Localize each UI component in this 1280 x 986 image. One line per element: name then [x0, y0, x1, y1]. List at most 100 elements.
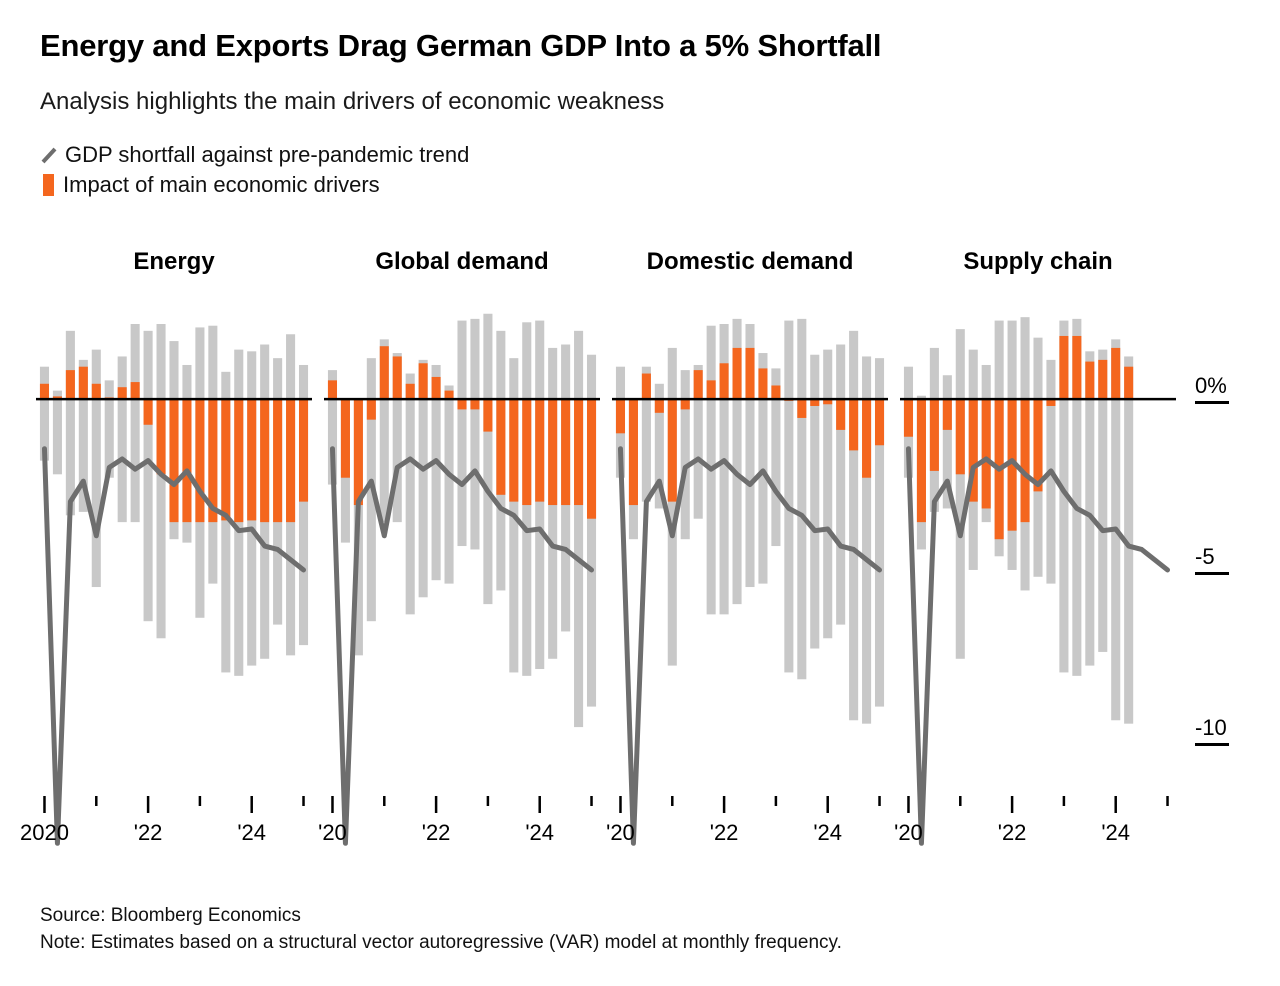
- driver-bar: [156, 399, 166, 475]
- uncertainty-band: [470, 318, 480, 550]
- uncertainty-band: [298, 364, 309, 646]
- y-tick-mark: [1195, 401, 1229, 405]
- panel-energy: [36, 324, 312, 846]
- panel-global-demand: [324, 313, 600, 846]
- driver-bar: [628, 399, 638, 506]
- driver-bar: [195, 399, 205, 523]
- driver-bar: [955, 399, 965, 475]
- driver-bar: [586, 399, 597, 519]
- driver-bar: [130, 382, 140, 400]
- uncertainty-band: [379, 339, 389, 523]
- driver-bar: [234, 399, 244, 523]
- uncertainty-band: [392, 353, 402, 523]
- driver-bar: [667, 399, 677, 502]
- driver-bar: [353, 399, 363, 506]
- x-axis-label: 2020: [19, 820, 69, 845]
- x-axis-label: '22: [997, 820, 1027, 845]
- legend-label-trend: GDP shortfall against pre-pandemic trend: [65, 142, 470, 167]
- uncertainty-band: [78, 359, 88, 512]
- driver-bar: [1033, 399, 1043, 492]
- driver-bar: [1020, 399, 1030, 523]
- driver-bar: [52, 396, 62, 400]
- driver-bar: [182, 399, 192, 523]
- uncertainty-band: [1085, 351, 1095, 666]
- uncertainty-band: [457, 320, 467, 547]
- driver-bar: [903, 399, 914, 437]
- uncertainty-band: [1098, 349, 1108, 652]
- gdp-shortfall-trend-line: [905, 446, 1171, 846]
- driver-bar: [298, 399, 309, 502]
- driver-bar: [483, 399, 493, 432]
- uncertainty-band: [221, 371, 231, 673]
- legend-item-drivers: Impact of main economic drivers: [40, 170, 469, 200]
- driver-bar: [522, 399, 532, 506]
- driver-bar: [732, 347, 742, 400]
- source-text: Source: Bloomberg Economics: [40, 905, 301, 926]
- uncertainty-band: [849, 330, 859, 721]
- x-axis-label: '24: [525, 820, 555, 845]
- driver-bar: [615, 399, 626, 434]
- uncertainty-band: [574, 330, 584, 728]
- x-axis-label: '22: [133, 820, 163, 845]
- uncertainty-band: [1072, 318, 1082, 676]
- driver-bar: [1059, 335, 1069, 400]
- driver-bar: [745, 347, 755, 400]
- driver-bar: [221, 399, 231, 521]
- driver-bar: [379, 346, 389, 400]
- uncertainty-band: [942, 375, 952, 509]
- driver-bar: [39, 383, 50, 400]
- x-axis-label: '20: [894, 820, 923, 845]
- driver-bar: [654, 399, 664, 413]
- driver-bar: [968, 399, 978, 502]
- driver-bar: [823, 399, 833, 405]
- driver-bar: [1072, 335, 1082, 400]
- uncertainty-band: [758, 353, 768, 584]
- uncertainty-band: [810, 354, 820, 649]
- uncertainty-band: [745, 324, 755, 588]
- uncertainty-band: [91, 349, 101, 588]
- legend: GDP shortfall against pre-pandemic trend…: [40, 140, 469, 200]
- driver-bar: [91, 383, 101, 400]
- driver-bar: [849, 399, 859, 451]
- y-axis-label: 0%: [1195, 373, 1227, 399]
- page-subtitle: Analysis highlights the main drivers of …: [40, 88, 665, 115]
- chart-svg: [36, 313, 1176, 846]
- driver-bar: [836, 399, 846, 430]
- uncertainty-band: [586, 354, 597, 707]
- uncertainty-band: [156, 324, 166, 639]
- panel-title-domestic-demand: Domestic demand: [646, 248, 854, 275]
- uncertainty-band: [65, 330, 75, 516]
- panel-title-energy: Energy: [133, 248, 215, 275]
- uncertainty-band: [719, 324, 729, 615]
- driver-bar: [169, 399, 179, 523]
- driver-bar: [758, 368, 768, 400]
- driver-bar: [574, 399, 584, 506]
- driver-bar: [706, 380, 716, 400]
- uncertainty-band: [654, 383, 664, 509]
- uncertainty-band: [104, 380, 114, 478]
- driver-bar: [457, 399, 467, 410]
- driver-bar: [916, 399, 926, 523]
- uncertainty-band: [862, 356, 872, 724]
- x-axis-label: '20: [606, 820, 635, 845]
- driver-bar: [418, 363, 428, 400]
- gdp-shortfall-trend-line: [617, 446, 883, 846]
- uncertainty-band: [1059, 320, 1069, 673]
- driver-bar: [719, 363, 729, 400]
- y-axis-label: -5: [1195, 543, 1215, 569]
- x-axis-label: '20: [318, 820, 347, 845]
- uncertainty-band: [732, 318, 742, 605]
- note-text: Note: Estimates based on a structural ve…: [40, 932, 842, 953]
- driver-bar: [1124, 366, 1134, 400]
- gdp-shortfall-trend-line: [329, 446, 595, 846]
- driver-bar: [496, 399, 506, 495]
- panel-supply-chain: [900, 317, 1176, 846]
- legend-label-drivers: Impact of main economic drivers: [63, 172, 380, 197]
- driver-bar: [1085, 361, 1095, 400]
- uncertainty-band: [444, 385, 454, 584]
- y-axis-label: -10: [1195, 714, 1227, 740]
- uncertainty-band: [327, 370, 338, 485]
- driver-bar: [1111, 347, 1121, 400]
- uncertainty-band: [130, 324, 140, 523]
